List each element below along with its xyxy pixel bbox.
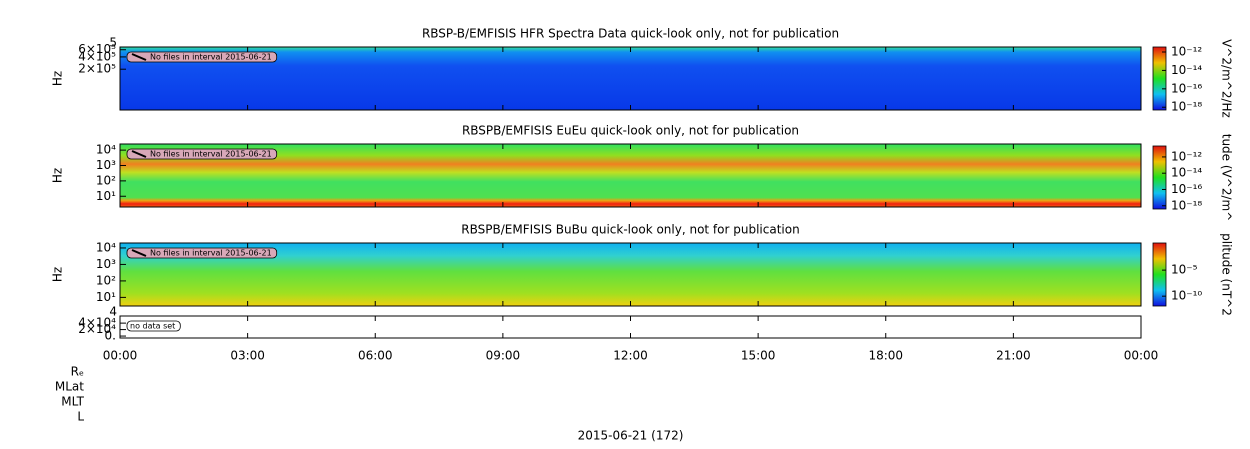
annotation-box	[126, 51, 278, 63]
clipped-tick-label: 4	[109, 305, 117, 319]
y-tick-label: 2×10⁵	[78, 62, 116, 76]
annotation: no data set	[126, 320, 181, 332]
spectrogram-image	[120, 243, 1141, 306]
x-tick-label: 00:00	[1124, 349, 1159, 363]
y-axis-label: Hz	[51, 267, 65, 282]
annotation-icon	[131, 249, 147, 257]
colorbar-tick-label: 10⁻¹²	[1171, 149, 1202, 163]
y-tick-label: 2×10⁴	[78, 322, 116, 336]
y-tick-label: 4×10⁴	[78, 316, 116, 330]
colorbar-label: V^2/m^2/Hz	[1220, 39, 1234, 118]
y-axis-label: Hz	[51, 168, 65, 183]
y-tick-label: 4×10⁵	[78, 49, 116, 63]
ephemeris-label: MLat	[55, 380, 84, 394]
ephemeris-label: MLT	[61, 395, 84, 409]
y-tick-label: 0.	[105, 329, 116, 343]
colorbar-tick-label: 10⁻¹²	[1171, 45, 1202, 59]
annotation: No files in interval 2015-06-21	[126, 247, 278, 259]
colorbar-tick-label: 10⁻¹⁰	[1171, 289, 1202, 303]
annotation-text: No files in interval 2015-06-21	[150, 53, 272, 62]
colorbar-tick-label: 10⁻¹⁸	[1171, 198, 1202, 212]
annotation-box	[126, 320, 181, 332]
x-tick-label: 09:00	[486, 349, 521, 363]
y-tick-label: 10³	[96, 257, 116, 271]
panel-title: RBSP-B/EMFISIS HFR Spectra Data quick-lo…	[422, 27, 839, 41]
y-tick-label: 10²	[96, 273, 116, 287]
x-tick-label: 18:00	[868, 349, 903, 363]
colorbar	[1152, 145, 1167, 210]
colorbar	[1152, 242, 1167, 307]
colorbar-label: tude (V^2/m^	[1220, 134, 1234, 222]
colorbar	[1152, 46, 1167, 111]
spectrogram-image	[120, 144, 1141, 207]
y-axis-label: Hz	[51, 71, 65, 86]
x-tick-label: 06:00	[358, 349, 393, 363]
y-tick-label: 10⁴	[96, 143, 116, 157]
annotation-text: No files in interval 2015-06-21	[150, 150, 272, 159]
colorbar-tick-label: 10⁻¹⁴	[1171, 63, 1202, 77]
colorbar-tick-label: 10⁻¹⁸	[1171, 100, 1202, 114]
annotation-box	[126, 247, 278, 259]
x-tick-label: 21:00	[996, 349, 1031, 363]
x-axis-label: 2015-06-21 (172)	[578, 429, 684, 443]
x-tick-label: 00:00	[103, 349, 138, 363]
x-tick-label: 03:00	[230, 349, 265, 363]
y-tick-label: 10³	[96, 158, 116, 172]
colorbar-tick-label: 10⁻¹⁶	[1171, 182, 1202, 196]
colorbar-tick-label: 10⁻¹⁴	[1171, 166, 1202, 180]
annotation-text: no data set	[130, 322, 175, 331]
annotation-icon	[131, 53, 147, 61]
annotation-text: No files in interval 2015-06-21	[150, 249, 272, 258]
colorbar-tick-label: 10⁻¹⁶	[1171, 81, 1202, 95]
x-tick-label: 15:00	[741, 349, 776, 363]
annotation: No files in interval 2015-06-21	[126, 51, 278, 63]
colorbar-tick-label: 10⁻⁵	[1171, 263, 1198, 277]
y-tick-label: 6×10⁵	[78, 42, 116, 56]
ephemeris-label: Rₑ	[71, 365, 84, 379]
y-tick-label: 10¹	[96, 189, 116, 203]
colorbar-label: plitude (nT^2	[1220, 233, 1234, 316]
y-tick-label: 10⁴	[96, 240, 116, 254]
x-tick-label: 12:00	[613, 349, 648, 363]
annotation-icon	[131, 150, 147, 158]
annotation-box	[126, 148, 278, 160]
y-tick-label: 10²	[96, 173, 116, 187]
annotation: No files in interval 2015-06-21	[126, 148, 278, 160]
ephemeris-label: L	[77, 410, 84, 424]
spectrogram-image	[120, 47, 1141, 110]
panel-title: RBSPB/EMFISIS BuBu quick-look only, not …	[461, 223, 799, 237]
clipped-tick-label: 5	[109, 36, 117, 50]
y-tick-label: 10¹	[96, 290, 116, 304]
panel-title: RBSPB/EMFISIS EuEu quick-look only, not …	[462, 124, 799, 138]
